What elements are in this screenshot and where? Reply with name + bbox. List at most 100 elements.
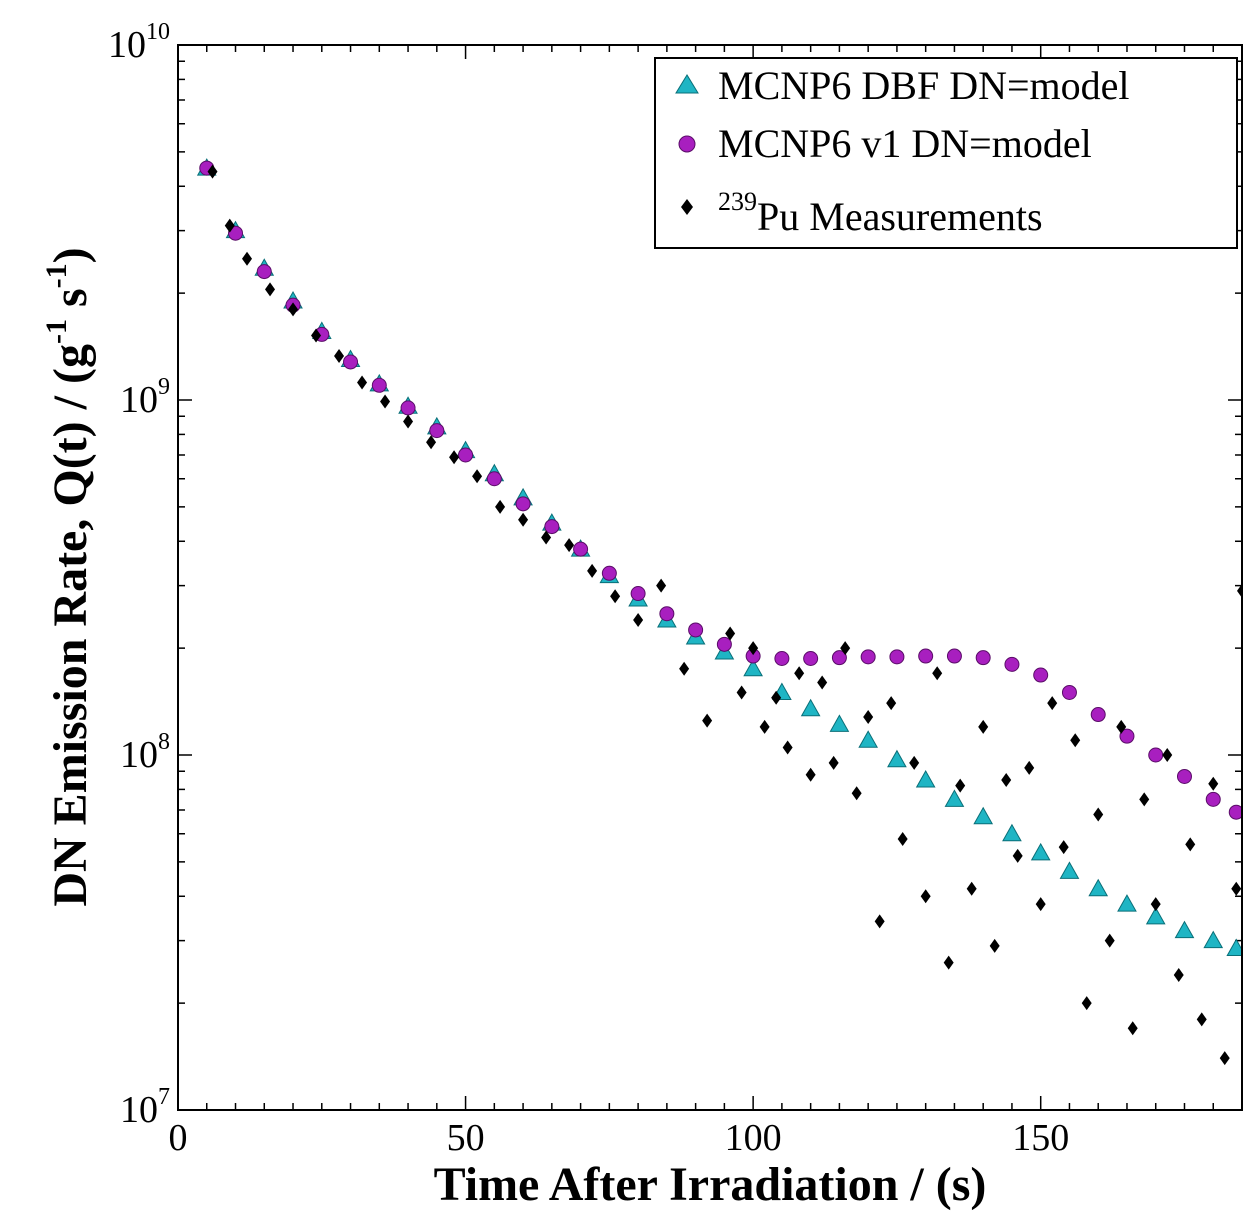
circle-point — [688, 622, 704, 638]
circle-point — [228, 225, 244, 241]
diamond-point — [759, 719, 770, 734]
data-marks — [196, 158, 1242, 1066]
circle-point — [601, 565, 617, 581]
circle-point — [946, 648, 962, 664]
diamond-point — [449, 450, 460, 465]
diamond-point — [978, 719, 989, 734]
diamond-point — [242, 251, 253, 266]
diamond-point — [1162, 748, 1173, 762]
triangle-point — [887, 749, 907, 768]
diamond-point — [897, 831, 908, 846]
diamond-point — [1070, 733, 1081, 748]
triangle-point — [743, 658, 763, 677]
diamond-point — [1116, 719, 1127, 734]
circle-point — [1061, 684, 1077, 700]
diamond-point — [1185, 837, 1196, 852]
diamond-point — [1058, 840, 1069, 855]
diamond-point — [955, 778, 966, 793]
circle-point — [1033, 667, 1049, 683]
circle-point — [256, 264, 272, 280]
circle-point — [975, 650, 991, 666]
triangle-point — [1002, 823, 1022, 842]
diamond-point — [1173, 968, 1184, 983]
circle-point — [1090, 707, 1106, 723]
x-tick-label: 0 — [169, 1117, 188, 1159]
diamond-point — [771, 690, 782, 705]
y-axis-title-sup1: -1 — [40, 319, 73, 344]
diamond-point — [541, 530, 552, 545]
triangle-point — [915, 770, 936, 788]
diamond-point — [725, 626, 736, 641]
triangle-point — [858, 730, 879, 748]
diamond-point — [472, 469, 483, 484]
triangle-point — [1030, 842, 1051, 861]
diamond-point — [886, 696, 897, 711]
triangle-point — [1203, 930, 1224, 949]
diamond-point — [1104, 933, 1115, 948]
circle-point — [831, 650, 847, 666]
diamond-point — [736, 685, 747, 700]
diamond-point — [1035, 897, 1046, 912]
diamond-point — [748, 641, 759, 656]
diamond-point — [989, 938, 1000, 953]
diamond-point — [1231, 881, 1242, 896]
diamond-point — [380, 394, 391, 409]
triangle-point — [1059, 861, 1080, 879]
diamond-point — [357, 375, 368, 390]
legend-item-v1: MCNP6 v1 DN=model — [678, 121, 1092, 166]
diamond-point — [805, 767, 816, 782]
x-tick-label: 50 — [447, 1117, 485, 1159]
diamond-point — [1237, 583, 1242, 598]
diamond-point — [518, 512, 529, 527]
legend-box — [654, 57, 1238, 249]
diamond-point — [817, 675, 828, 690]
diamond-point — [863, 709, 874, 724]
x-tick-label: 100 — [725, 1117, 782, 1159]
diamond-point — [679, 661, 690, 676]
triangle-point — [1145, 906, 1166, 925]
diamond-point — [851, 786, 862, 801]
diamond-point — [633, 613, 644, 628]
diamond-point — [311, 328, 322, 343]
diamond-point — [1196, 1012, 1207, 1027]
y-axis-title-sup2: -1 — [40, 263, 73, 288]
circle-point — [1176, 768, 1192, 784]
x-tick-label: 150 — [1012, 1117, 1069, 1159]
y-tick-label: 109 — [120, 374, 170, 421]
series-2 — [207, 164, 1242, 1066]
diamond-point — [610, 589, 621, 604]
legend-triangle-marker — [675, 74, 699, 94]
triangle-point — [1226, 938, 1242, 957]
circle-point — [803, 650, 819, 666]
diamond-point — [840, 641, 851, 656]
diamond-point — [334, 349, 345, 364]
diamond-point — [656, 578, 667, 593]
series-1 — [199, 160, 1242, 820]
legend-item-measurements: 239Pu Measurements — [681, 187, 1043, 239]
circle-point — [1004, 656, 1020, 672]
circle-point — [429, 423, 445, 439]
circle-point — [1205, 791, 1221, 807]
legend-label-v1: MCNP6 v1 DN=model — [718, 121, 1092, 166]
circle-point — [716, 636, 732, 652]
diamond-point — [702, 713, 713, 728]
diamond-point — [495, 499, 506, 514]
circle-point — [889, 649, 905, 665]
legend-diamond-marker — [681, 199, 693, 215]
y-axis-title-mid: s — [44, 288, 97, 319]
circle-point — [1119, 728, 1135, 744]
diamond-point — [828, 755, 839, 770]
legend-label-measurements-sup: 239 — [718, 187, 757, 216]
circle-point — [343, 354, 359, 370]
circle-point — [371, 377, 387, 393]
diamond-point — [587, 563, 598, 578]
circle-point — [1228, 804, 1242, 820]
legend: MCNP6 DBF DN=model MCNP6 v1 DN=model 239… — [654, 57, 1238, 249]
diamond-point — [782, 740, 793, 755]
series-0 — [196, 158, 1242, 957]
circle-point — [573, 541, 589, 557]
diamond-point — [426, 435, 437, 450]
circle-point — [659, 606, 675, 622]
diamond-point — [1001, 773, 1012, 788]
